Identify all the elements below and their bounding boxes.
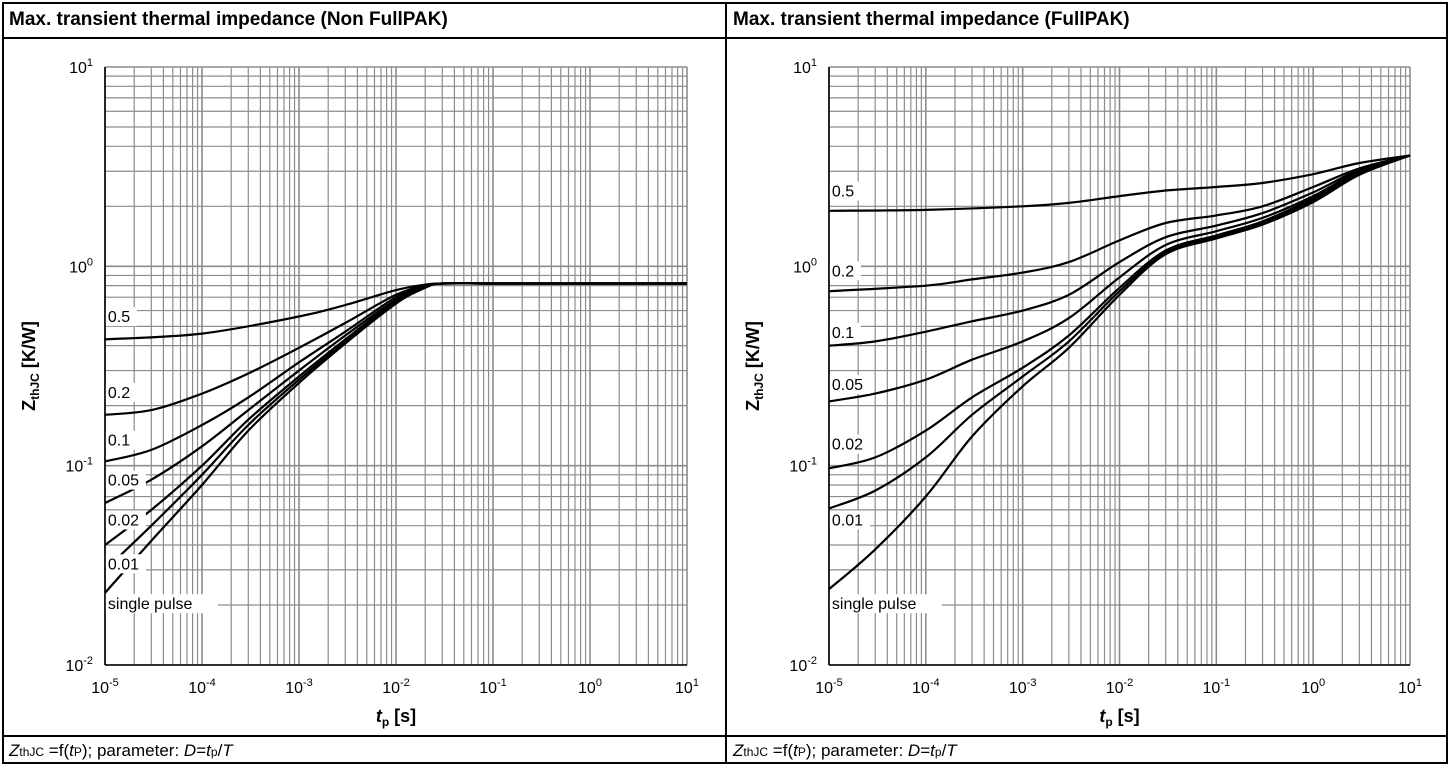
left-y-tick-label: 100 <box>69 256 93 276</box>
right-x-tick-label: 100 <box>1301 677 1325 697</box>
right-series-line-0_02 <box>828 154 1411 470</box>
left-y-tick-label: 10-2 <box>65 655 93 675</box>
right-y-tick-label: 10-1 <box>789 456 817 476</box>
left-series-label-bg <box>105 510 146 530</box>
left-x-tick-label: 10-2 <box>382 677 410 697</box>
right-series-label-bg <box>829 510 870 530</box>
left-x-tick-label: 10-4 <box>188 677 216 697</box>
right-series-label: single pulse <box>832 596 917 613</box>
title-divider <box>2 37 1446 39</box>
left-y-tick-label: 10-1 <box>65 456 93 476</box>
left-series-label: 0.05 <box>108 473 139 490</box>
right-series-label: 0.05 <box>832 377 863 394</box>
right-x-tick-label: 10-4 <box>912 677 940 697</box>
panel-title-left: Max. transient thermal impedance (Non Fu… <box>9 9 448 30</box>
left-series-line-single-pulse <box>104 282 687 594</box>
left-x-tick-label: 100 <box>578 677 602 697</box>
left-x-tick-label: 101 <box>675 677 699 697</box>
left-series-label-bg <box>105 594 218 614</box>
right-series-label: 0.1 <box>832 325 854 342</box>
left-series-labels: 0.5 0.2 0.1 0.05 0.02 0.01 single pulse <box>105 307 218 614</box>
right-grid <box>828 66 1411 666</box>
right-series-label-bg <box>829 181 861 201</box>
left-y-tick-label: 101 <box>69 57 93 77</box>
right-series-line-0_1 <box>828 154 1411 347</box>
right-series-label-bg <box>829 261 861 281</box>
left-series-label: 0.2 <box>108 385 130 402</box>
left-series-label: single pulse <box>108 596 193 613</box>
left-x-tick-label: 10-1 <box>479 677 507 697</box>
right-series-labels: 0.5 0.2 0.1 0.05 0.02 0.01 single pulse <box>829 181 942 614</box>
left-x-axis-label: tp [s] <box>376 706 416 729</box>
right-x-tick-label: 10-2 <box>1106 677 1134 697</box>
caption-left: ZthJC =f(tP); parameter: D=tp/T <box>9 741 233 760</box>
right-x-tick-label: 10-3 <box>1009 677 1037 697</box>
left-series-label: 0.01 <box>108 556 139 573</box>
left-x-tick-label: 10-3 <box>285 677 313 697</box>
left-series-label-bg <box>105 307 137 327</box>
panel-divider <box>725 2 727 762</box>
right-series-line-0_05 <box>828 154 1411 403</box>
left-series-label: 0.02 <box>108 512 139 529</box>
caption-divider <box>2 735 1446 737</box>
right-x-tick-label: 101 <box>1398 677 1422 697</box>
right-series-line-0_5 <box>828 154 1411 212</box>
right-y-axis-label: ZthJC [K/W] <box>743 321 766 411</box>
right-y-tick-label: 10-2 <box>789 655 817 675</box>
right-x-axis-label: tp [s] <box>1099 706 1139 729</box>
left-x-tick-label: 10-5 <box>91 677 119 697</box>
right-series-label-bg <box>829 594 942 614</box>
left-y-axis-label: ZthJC [K/W] <box>19 321 42 411</box>
left-series-group <box>104 282 687 594</box>
right-series-line-0_01 <box>828 154 1411 510</box>
right-series-line-0_2 <box>828 154 1411 293</box>
panel-title-right: Max. transient thermal impedance (FullPA… <box>733 9 1130 30</box>
right-series-label: 0.02 <box>832 437 863 454</box>
right-x-tick-label: 10-1 <box>1203 677 1231 697</box>
left-series-label-bg <box>105 382 137 402</box>
left-series-label-bg <box>105 430 137 450</box>
right-y-tick-label: 101 <box>793 57 817 77</box>
left-series-label: 0.1 <box>108 433 130 450</box>
right-series-group <box>828 154 1411 591</box>
right-series-label-bg <box>829 374 870 394</box>
right-series-label-bg <box>829 323 861 343</box>
right-y-tick-label: 100 <box>793 256 817 276</box>
right-series-label: 0.01 <box>832 512 863 529</box>
left-series-label: 0.5 <box>108 309 130 326</box>
left-series-label-bg <box>105 470 146 490</box>
caption-right: ZthJC =f(tP); parameter: D=tp/T <box>733 741 957 760</box>
right-series-label: 0.5 <box>832 184 854 201</box>
right-series-label: 0.2 <box>832 263 854 280</box>
right-series-line-single-pulse <box>828 154 1411 591</box>
right-x-tick-label: 10-5 <box>815 677 843 697</box>
right-series-label-bg <box>829 434 870 454</box>
left-series-label-bg <box>105 554 146 574</box>
